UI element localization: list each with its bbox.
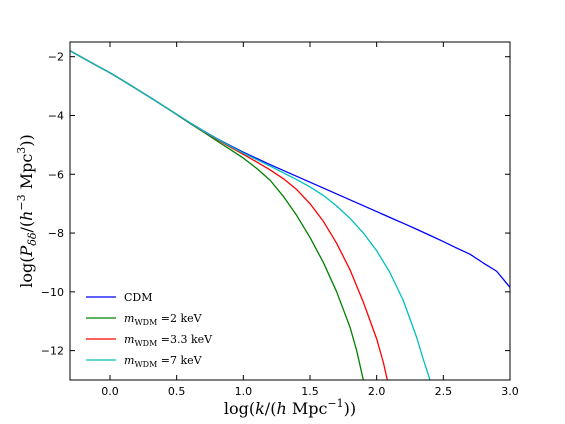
legend-label-cdm: CDM (124, 291, 153, 304)
legend-label-wdm-2kev: mWDM =2 keV (124, 312, 203, 327)
legend-item-cdm: CDM (86, 291, 153, 304)
plot-frame (69, 41, 511, 381)
legend-label-wdm-7kev: mWDM =7 keV (124, 354, 203, 369)
x-tick-label-5: 2.5 (435, 385, 453, 398)
ticks-layer: 0.0 0.5 1.0 1.5 2.0 2.5 3.0 −12 −10 −8 −6 −4 −2 (41, 42, 519, 398)
x-tick-label-1: 0.5 (168, 385, 186, 398)
y-tick-label-2: −8 (48, 227, 64, 240)
y-tick-label-1: −10 (41, 286, 64, 299)
y-tick-label-4: −4 (48, 109, 64, 122)
y-tick-label-0: −12 (41, 345, 64, 358)
y-tick-label-5: −2 (48, 51, 64, 64)
y-axis-label: log(Pδδ/(h−3 Mpc3)) (15, 134, 39, 288)
y-tick-label-3: −6 (48, 168, 64, 181)
x-axis-label: log(k/(h Mpc−1)) (224, 397, 356, 418)
legend-item-wdm-7kev: mWDM =7 keV (86, 354, 203, 369)
x-tick-label-2: 1.0 (235, 385, 253, 398)
legend-item-wdm-3-3kev: mWDM =3.3 keV (86, 333, 213, 348)
x-tick-label-0: 0.0 (101, 385, 119, 398)
legend: CDM mWDM =2 keV mWDM =3.3 keV mWDM =7 ke… (86, 291, 213, 369)
legend-label-wdm-3-3kev: mWDM =3.3 keV (124, 333, 213, 348)
x-tick-label-6: 3.0 (501, 385, 519, 398)
x-tick-label-3: 1.5 (301, 385, 319, 398)
series-line-3 (70, 50, 431, 380)
series-layer (70, 50, 510, 380)
legend-item-wdm-2kev: mWDM =2 keV (86, 312, 203, 327)
x-tick-label-4: 2.0 (368, 385, 386, 398)
